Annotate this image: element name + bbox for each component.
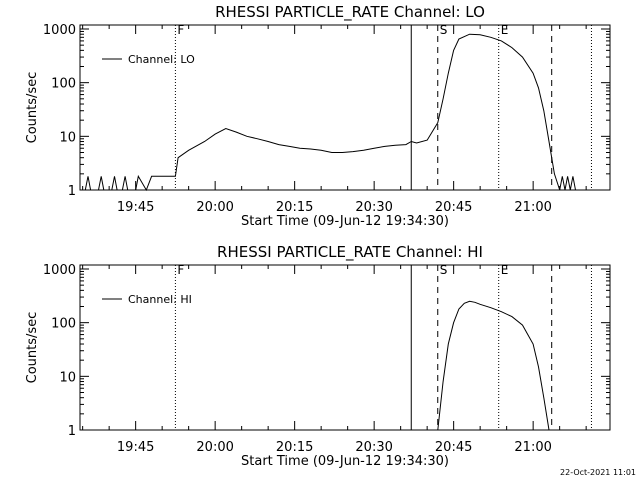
- event-marker-label: E: [501, 263, 509, 277]
- x-tick-label: 19:45: [117, 440, 154, 455]
- event-marker-label: F: [177, 263, 184, 277]
- y-tick-label: 1: [68, 424, 76, 439]
- y-tick-label: 100: [51, 77, 76, 92]
- legend-label: Channel: HI: [128, 293, 192, 306]
- x-axis-label: Start Time (09-Jun-12 19:34:30): [241, 454, 449, 469]
- print-timestamp: 22-Oct-2021 11:01: [560, 468, 636, 477]
- panel-hi: RHESSI PARTICLE_RATE Channel: HI 1 10 100 10…: [25, 243, 611, 469]
- y-tick-label: 100: [51, 317, 76, 332]
- x-tick-label: 20:00: [196, 440, 233, 455]
- y-tick-label: 1000: [43, 263, 76, 278]
- y-tick-label: 1: [68, 184, 76, 199]
- chart-title: RHESSI PARTICLE_RATE Channel: LO: [215, 3, 485, 22]
- y-axis-label: Counts/sec: [25, 72, 40, 144]
- plot-frame: [79, 24, 611, 191]
- event-marker-label: S: [440, 23, 448, 37]
- event-marker-label: F: [177, 23, 184, 37]
- x-tick-label: 21:00: [514, 440, 551, 455]
- y-tick-label: 10: [59, 130, 76, 145]
- plot-frame: [79, 264, 611, 431]
- x-axis-label: Start Time (09-Jun-12 19:34:30): [241, 214, 449, 229]
- x-tick-label: 20:00: [196, 200, 233, 215]
- x-tick-label: 19:45: [117, 200, 154, 215]
- x-tick-label: 20:15: [276, 440, 313, 455]
- panel-lo: RHESSI PARTICLE_RATE Channel: LO 1 10 100 10…: [25, 3, 611, 229]
- series-line: [80, 33, 610, 192]
- event-marker-label: E: [501, 23, 509, 37]
- x-tick-label: 20:45: [435, 440, 472, 455]
- x-tick-label: 20:30: [355, 200, 392, 215]
- x-tick-label: 21:00: [514, 200, 551, 215]
- x-tick-label: 20:30: [355, 440, 392, 455]
- chart-title: RHESSI PARTICLE_RATE Channel: HI: [217, 243, 483, 262]
- series-line: [437, 300, 550, 431]
- y-axis-label: Counts/sec: [25, 312, 40, 384]
- y-tick-label: 1000: [43, 23, 76, 38]
- x-tick-label: 20:15: [276, 200, 313, 215]
- legend-label: Channel: LO: [128, 53, 195, 66]
- event-marker-label: S: [440, 263, 448, 277]
- x-tick-label: 20:45: [435, 200, 472, 215]
- y-tick-label: 10: [59, 370, 76, 385]
